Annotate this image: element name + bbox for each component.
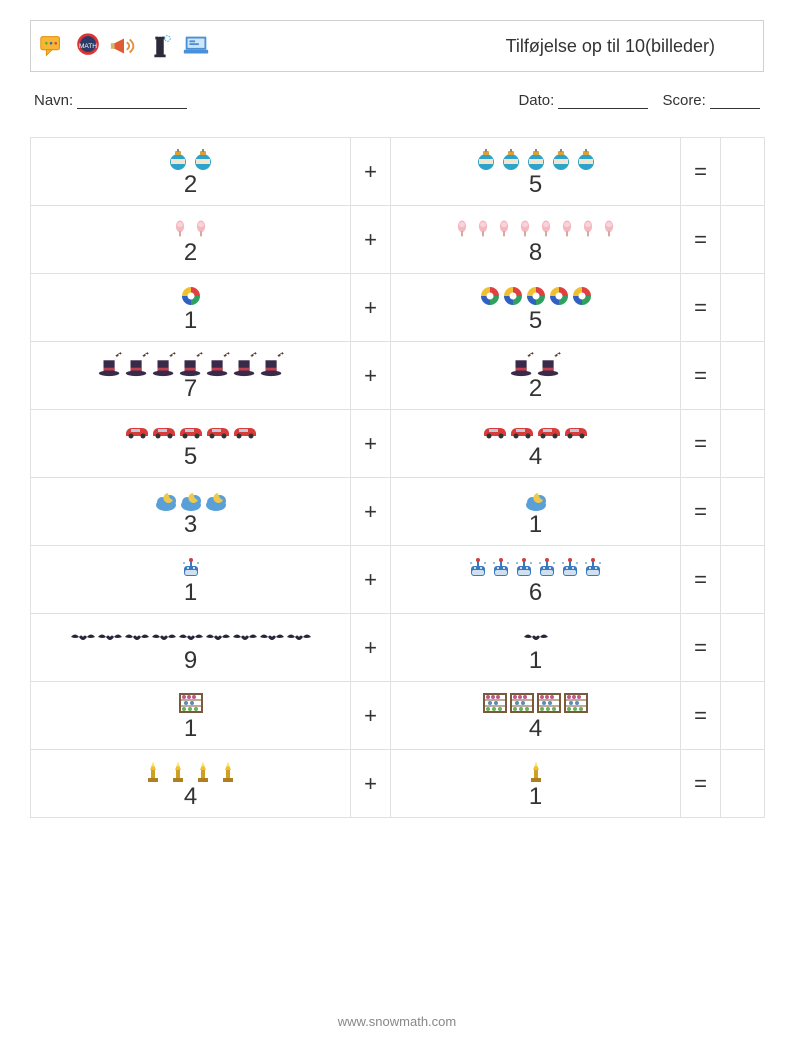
- answer-cell[interactable]: [721, 206, 765, 274]
- svg-text:MATH: MATH: [79, 43, 97, 50]
- equals-symbol: =: [681, 546, 721, 614]
- answer-cell[interactable]: [721, 614, 765, 682]
- score-line[interactable]: [710, 94, 760, 109]
- plus-symbol: +: [351, 274, 391, 342]
- addend-a-number: 5: [35, 445, 346, 469]
- addend-a-cell: 1: [31, 546, 351, 614]
- addend-a-cell: 1: [31, 682, 351, 750]
- plus-symbol: +: [351, 546, 391, 614]
- addend-b-cell: 8: [391, 206, 681, 274]
- addend-a-number: 1: [35, 581, 346, 605]
- addend-b-number: 5: [395, 173, 676, 197]
- addend-a-cell: 7: [31, 342, 351, 410]
- table-row: 2+5=: [31, 138, 765, 206]
- page-title: Tilføjelse op til 10(billeder): [506, 36, 753, 57]
- plus-symbol: +: [351, 138, 391, 206]
- addend-b-number: 6: [395, 581, 676, 605]
- answer-cell[interactable]: [721, 138, 765, 206]
- answer-cell[interactable]: [721, 410, 765, 478]
- addend-a-number: 1: [35, 309, 346, 333]
- addend-a-cell: 1: [31, 274, 351, 342]
- plus-symbol: +: [351, 614, 391, 682]
- addend-a-number: 7: [35, 377, 346, 401]
- name-label: Navn:: [34, 92, 73, 109]
- equals-symbol: =: [681, 274, 721, 342]
- plus-symbol: +: [351, 410, 391, 478]
- addend-b-cell: 5: [391, 138, 681, 206]
- addend-b-number: 4: [395, 717, 676, 741]
- addend-b-cell: 6: [391, 546, 681, 614]
- equals-symbol: =: [681, 682, 721, 750]
- date-label: Dato:: [518, 92, 554, 109]
- table-row: 5+4=: [31, 410, 765, 478]
- addend-b-cell: 1: [391, 478, 681, 546]
- footer-credit: www.snowmath.com: [0, 1014, 794, 1029]
- equals-symbol: =: [681, 138, 721, 206]
- addend-a-cell: 9: [31, 614, 351, 682]
- table-row: 3+1=: [31, 478, 765, 546]
- header-icon-strip: MATH: [37, 31, 211, 61]
- plus-symbol: +: [351, 750, 391, 818]
- addend-b-cell: 4: [391, 682, 681, 750]
- badge-icon: MATH: [73, 31, 103, 61]
- addend-a-number: 2: [35, 173, 346, 197]
- table-row: 9+1=: [31, 614, 765, 682]
- megaphone-icon: [109, 31, 139, 61]
- equals-symbol: =: [681, 750, 721, 818]
- addend-b-number: 2: [395, 377, 676, 401]
- equals-symbol: =: [681, 206, 721, 274]
- equals-symbol: =: [681, 342, 721, 410]
- addend-b-number: 1: [395, 649, 676, 673]
- equals-symbol: =: [681, 478, 721, 546]
- addend-a-number: 1: [35, 717, 346, 741]
- plus-symbol: +: [351, 478, 391, 546]
- name-line[interactable]: [77, 94, 187, 109]
- date-line[interactable]: [558, 94, 648, 109]
- answer-cell[interactable]: [721, 478, 765, 546]
- addend-b-cell: 1: [391, 614, 681, 682]
- addend-b-number: 1: [395, 513, 676, 537]
- meta-row: Navn: Dato: Score:: [30, 92, 764, 109]
- header-box: MATH: [30, 20, 764, 72]
- addend-a-cell: 2: [31, 138, 351, 206]
- addend-b-number: 8: [395, 241, 676, 265]
- addend-a-cell: 3: [31, 478, 351, 546]
- table-row: 1+6=: [31, 546, 765, 614]
- laptop-icon: [181, 31, 211, 61]
- addend-a-number: 9: [35, 649, 346, 673]
- addend-b-number: 4: [395, 445, 676, 469]
- chess-icon: [145, 31, 175, 61]
- score-label: Score:: [662, 92, 705, 109]
- addend-a-cell: 2: [31, 206, 351, 274]
- addend-b-cell: 2: [391, 342, 681, 410]
- answer-cell[interactable]: [721, 546, 765, 614]
- addend-b-number: 1: [395, 785, 676, 809]
- equals-symbol: =: [681, 614, 721, 682]
- table-row: 2+8=: [31, 206, 765, 274]
- equals-symbol: =: [681, 410, 721, 478]
- table-row: 7+2=: [31, 342, 765, 410]
- addend-b-cell: 1: [391, 750, 681, 818]
- addend-a-number: 3: [35, 513, 346, 537]
- plus-symbol: +: [351, 342, 391, 410]
- answer-cell[interactable]: [721, 750, 765, 818]
- answer-cell[interactable]: [721, 274, 765, 342]
- addend-a-number: 4: [35, 785, 346, 809]
- table-row: 1+5=: [31, 274, 765, 342]
- answer-cell[interactable]: [721, 342, 765, 410]
- table-row: 4+1=: [31, 750, 765, 818]
- plus-symbol: +: [351, 206, 391, 274]
- chat-icon: [37, 31, 67, 61]
- addend-a-cell: 5: [31, 410, 351, 478]
- worksheet-table: 2+5=2+8=1+5=7+2=5+4=3+1=1+6=9+1=1+4=4+1=: [30, 137, 765, 818]
- addend-b-cell: 4: [391, 410, 681, 478]
- addend-b-cell: 5: [391, 274, 681, 342]
- answer-cell[interactable]: [721, 682, 765, 750]
- plus-symbol: +: [351, 682, 391, 750]
- table-row: 1+4=: [31, 682, 765, 750]
- addend-a-number: 2: [35, 241, 346, 265]
- addend-b-number: 5: [395, 309, 676, 333]
- addend-a-cell: 4: [31, 750, 351, 818]
